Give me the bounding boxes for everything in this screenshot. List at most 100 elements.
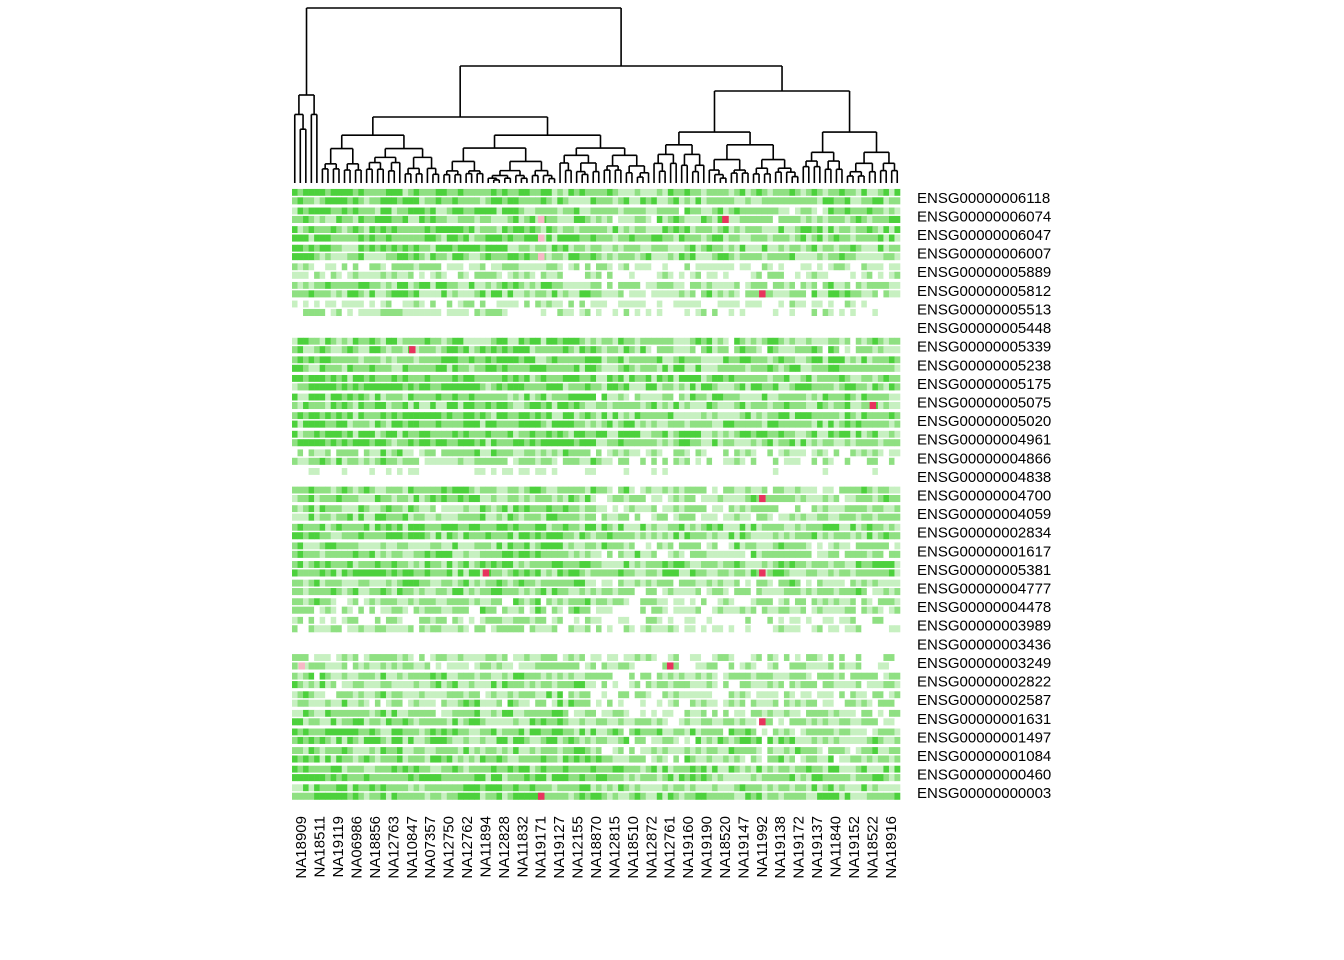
heatmap-cell: [828, 337, 834, 345]
heatmap-cell: [524, 468, 530, 475]
heatmap-cell: [441, 308, 448, 317]
heatmap-cell: [402, 207, 409, 215]
heatmap-cell: [336, 197, 343, 205]
heatmap-cell: [590, 598, 597, 606]
heatmap-cell: [789, 412, 796, 420]
heatmap-cell: [419, 393, 425, 401]
heatmap-cell: [330, 300, 337, 308]
heatmap-cell: [391, 383, 398, 391]
heatmap-cell: [490, 513, 497, 521]
heatmap-cell: [330, 364, 337, 372]
heatmap-cell: [590, 561, 597, 568]
heatmap-cell: [667, 364, 674, 372]
heatmap-cell: [794, 412, 801, 420]
heatmap-cell: [341, 226, 348, 234]
heatmap-cell: [772, 244, 779, 252]
heatmap-cell: [695, 495, 702, 503]
heatmap-cell: [490, 215, 497, 223]
heatmap-cell: [518, 588, 525, 596]
heatmap-cell: [336, 412, 343, 420]
heatmap-cell: [596, 420, 602, 428]
heatmap-cell: [861, 244, 868, 252]
heatmap-cell: [667, 579, 674, 587]
heatmap-cell: [413, 532, 420, 540]
heatmap-cell: [596, 346, 602, 354]
heatmap-cell: [739, 207, 746, 215]
heatmap-cell: [562, 532, 569, 540]
heatmap-cell: [435, 197, 442, 205]
heatmap-cell: [673, 207, 680, 215]
heatmap-cell: [551, 253, 558, 261]
heatmap-cell: [573, 542, 580, 550]
heatmap-cell: [303, 598, 309, 606]
heatmap-cell: [336, 561, 343, 568]
heatmap-cell: [761, 188, 768, 196]
heatmap-cell: [712, 598, 718, 606]
heatmap-cell: [607, 374, 613, 382]
heatmap-cell: [618, 393, 624, 401]
heatmap-cell: [761, 550, 768, 558]
heatmap-cell: [413, 439, 420, 447]
heatmap-cell: [750, 588, 757, 596]
heatmap-cell: [761, 579, 768, 587]
heatmap-cell: [584, 300, 591, 308]
heatmap-cell: [612, 393, 619, 401]
heatmap-cell: [811, 430, 818, 438]
heatmap-cell: [767, 215, 774, 223]
heatmap-cell: [573, 300, 580, 308]
heatmap-cell: [490, 346, 497, 354]
heatmap-cell: [811, 356, 818, 364]
heatmap-cell: [866, 356, 873, 364]
heatmap-cell: [435, 606, 442, 614]
heatmap-cell: [767, 356, 774, 364]
heatmap-cell: [684, 598, 691, 606]
heatmap-cell: [363, 569, 370, 577]
heatmap-cell: [292, 337, 298, 345]
heatmap-cell: [822, 579, 829, 587]
heatmap-cell: [761, 449, 768, 457]
heatmap-cell: [662, 468, 669, 475]
heatmap-cell: [761, 439, 768, 447]
heatmap-cell: [402, 598, 409, 606]
heatmap-cell: [358, 271, 365, 279]
heatmap-cell: [358, 542, 365, 550]
heatmap-cell: [612, 290, 619, 298]
heatmap-cell: [656, 393, 663, 401]
heatmap-cell: [651, 234, 658, 242]
heatmap-cell: [557, 579, 564, 587]
heatmap-cell: [623, 234, 630, 242]
heatmap-cell: [745, 337, 752, 345]
heatmap-cell: [601, 513, 608, 521]
heatmap-cell: [723, 430, 729, 438]
heatmap-cell: [651, 346, 658, 354]
heatmap-cell: [866, 290, 873, 298]
heatmap-cell: [756, 383, 763, 391]
heatmap-cell: [584, 393, 591, 401]
heatmap-cell: [745, 346, 752, 354]
heatmap-cell: [446, 532, 453, 540]
heatmap-cell: [684, 505, 691, 513]
heatmap-cell: [557, 281, 564, 289]
heatmap-cell: [330, 393, 337, 401]
heatmap-cell: [728, 468, 735, 475]
heatmap-cell: [579, 449, 586, 457]
heatmap-cell: [883, 532, 890, 540]
heatmap-cell: [855, 383, 862, 391]
heatmap-cell: [485, 430, 492, 438]
heatmap-cell: [673, 308, 680, 317]
heatmap-cell: [468, 290, 475, 298]
heatmap-cell: [723, 550, 729, 558]
heatmap-cell: [325, 244, 331, 252]
heatmap-cell: [380, 579, 387, 587]
heatmap-cell: [579, 263, 586, 271]
heatmap-cell: [363, 364, 370, 372]
heatmap-cell: [397, 356, 403, 364]
heatmap-cell: [502, 263, 508, 271]
heatmap-cell: [717, 550, 724, 558]
heatmap-cell: [419, 197, 425, 205]
heatmap-cell: [855, 374, 862, 382]
heatmap-cell: [734, 244, 741, 252]
heatmap-cell: [723, 234, 729, 242]
heatmap-cell: [496, 430, 503, 438]
heatmap-cell: [513, 513, 519, 521]
